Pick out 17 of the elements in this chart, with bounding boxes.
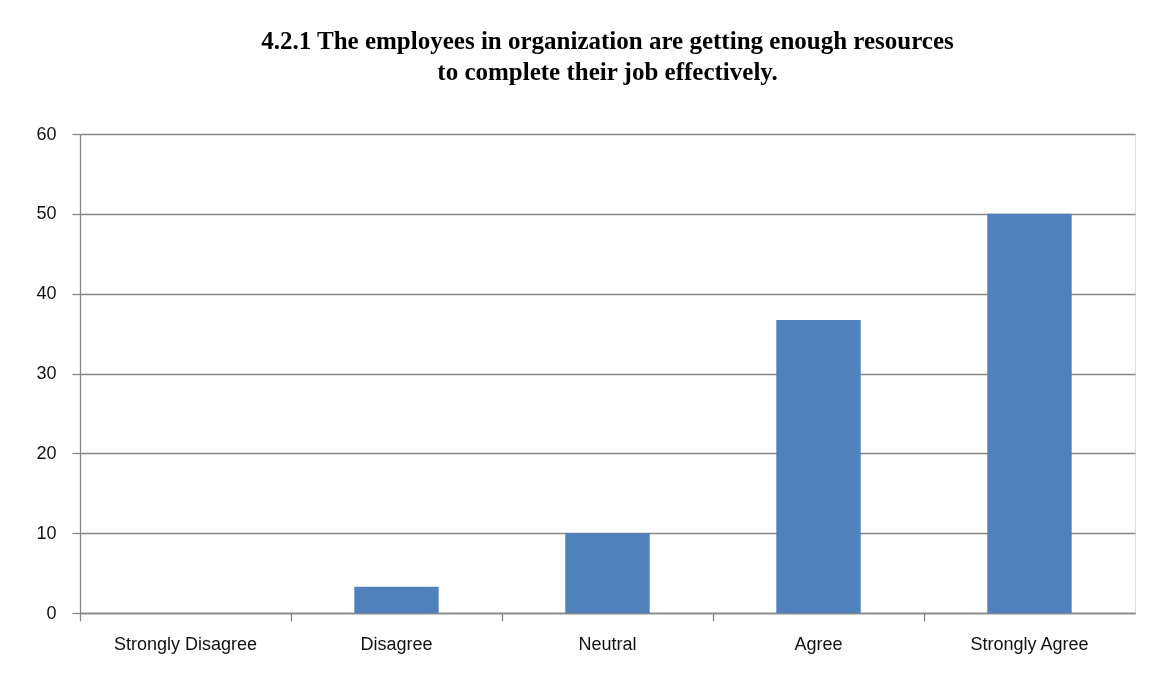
bar [987,213,1072,613]
y-tick-label: 0 [46,602,57,623]
bar [776,320,861,613]
x-tick-label: Strongly Agree [970,633,1089,654]
x-tick-label: Agree [794,633,843,654]
x-tick-label: Strongly Disagree [113,633,258,654]
y-tick-label: 60 [36,123,57,144]
chart-title: 4.2.1 The employees in organization are getting enough resources to complete their job effectively. [261,27,955,85]
y-tick-label: 40 [36,283,57,304]
y-tick-label: 50 [36,203,57,224]
bar [565,533,650,613]
y-tick-label: 10 [36,522,57,543]
x-tick-label: Neutral [578,633,637,654]
y-tick-label: 20 [36,442,57,463]
bar [354,586,439,613]
x-tick-label: Disagree [360,633,433,654]
y-tick-label: 30 [36,363,57,383]
